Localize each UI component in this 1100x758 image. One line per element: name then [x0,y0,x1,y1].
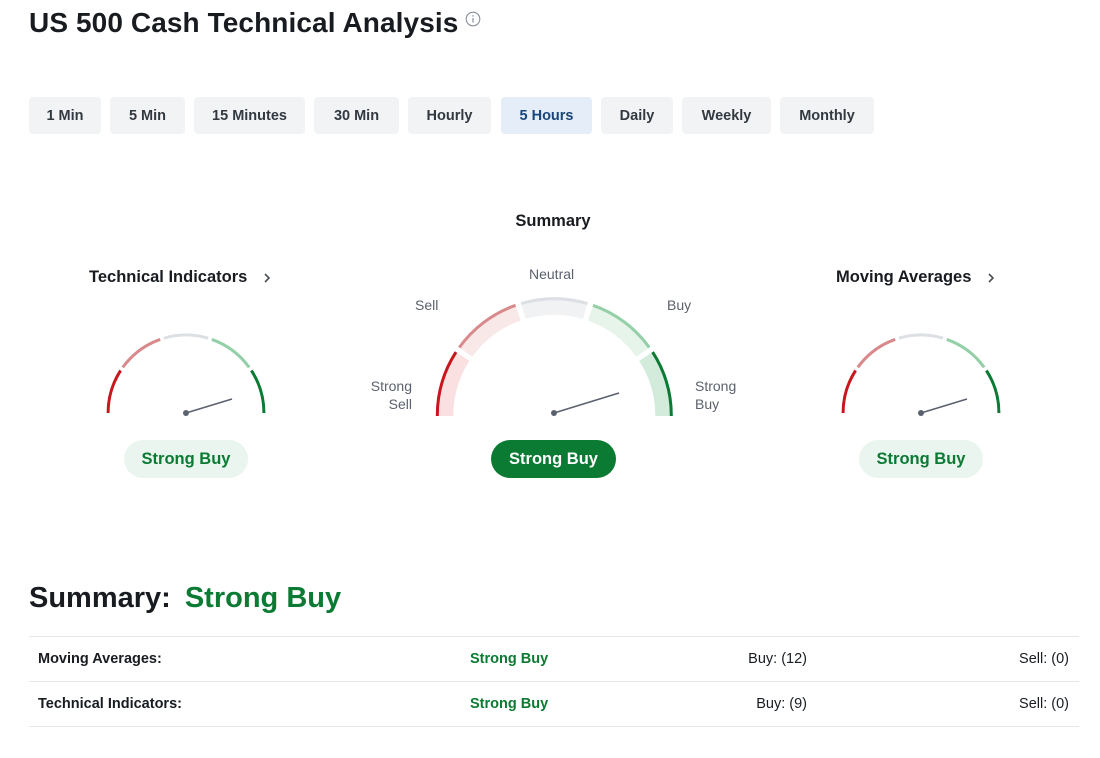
gauge-strong-buy-segment [250,369,266,414]
title-row: US 500 Cash Technical Analysis [29,6,481,40]
row-status: Strong Buy [470,696,549,712]
gauge-label-neutral: Neutral [529,266,575,282]
row-buy-count: Buy: (12) [748,651,807,667]
gauge-needle [185,398,233,414]
tab-5-hours[interactable]: 5 Hours [501,97,592,134]
gauge-needle [553,392,620,414]
gauge-strong-buy-segment [985,369,1001,414]
moving-averages-gauge [841,333,1001,416]
gauge-neutral-band [521,298,588,320]
gauge-strong-sell-segment [841,369,857,414]
technical-indicators-gauge [106,333,266,416]
gauge-neutral-segment [898,333,944,340]
tab-weekly[interactable]: Weekly [682,97,771,134]
gauge-needle [920,398,968,414]
gauge-sell-band [459,305,522,358]
gauge-needle-pivot [551,410,557,416]
gauge-label-buy: Buy [667,297,692,313]
summary-gauge-title: Summary [515,212,591,230]
summary-line: Summary: Strong Buy [29,582,341,615]
gauge-buy-band [587,305,650,358]
technical-indicators-link[interactable]: Technical Indicators [89,268,273,287]
tab-daily[interactable]: Daily [601,97,673,134]
row-sell-count: Sell: (0) [1019,651,1069,667]
gauge-neutral-segment [520,297,588,306]
gauge-strong-buy-segment [651,351,673,417]
tab-monthly[interactable]: Monthly [780,97,874,134]
gauge-strong-buy-band [639,352,672,417]
moving-averages-link[interactable]: Moving Averages [836,268,997,287]
summary-gauge [435,297,673,417]
gauge-strong-sell-band [437,352,470,417]
technical-indicators-result: Strong Buy [124,440,248,478]
info-icon[interactable] [465,11,481,27]
row-buy-count: Buy: (9) [756,696,807,712]
chevron-right-icon [985,271,997,285]
moving-averages-title: Moving Averages [836,268,972,286]
summary-label: Summary: [29,582,171,614]
gauge-label-strong-sell: Strong Sell [370,378,412,412]
table-row: Moving Averages: Strong Buy Buy: (12) Se… [29,637,1079,682]
summary-value: Strong Buy [184,582,342,614]
gauge-label-sell: Sell [415,297,439,313]
tab-30-min[interactable]: 30 Min [314,97,399,134]
tab-15-minutes[interactable]: 15 Minutes [194,97,305,134]
table-row: Technical Indicators: Strong Buy Buy: (9… [29,682,1079,727]
tab-hourly[interactable]: Hourly [408,97,491,134]
gauge-buy-segment [211,337,251,369]
gauge-label-strong-buy: Strong Buy [695,378,737,412]
gauge-strong-sell-segment [435,351,458,417]
tab-5-min[interactable]: 5 Min [110,97,185,134]
gauge-sell-segment [121,337,161,369]
page-title: US 500 Cash Technical Analysis [29,7,459,38]
technical-indicators-title: Technical Indicators [89,268,248,286]
gauge-sell-segment [458,303,517,349]
row-sell-count: Sell: (0) [1019,696,1069,712]
moving-averages-result: Strong Buy [859,440,983,478]
row-name: Moving Averages: [38,651,162,667]
gauge-needle-pivot [918,410,924,416]
row-name: Technical Indicators: [38,696,182,712]
chevron-right-icon [261,271,273,285]
gauge-buy-segment [592,303,651,349]
gauge-strong-sell-segment [106,369,122,414]
summary-table: Moving Averages: Strong Buy Buy: (12) Se… [29,636,1079,727]
tab-1-min[interactable]: 1 Min [29,97,101,134]
timeframe-tabs: 1 Min 5 Min 15 Minutes 30 Min Hourly 5 H… [29,97,874,134]
gauge-needle-pivot [183,410,189,416]
gauge-buy-segment [946,337,986,369]
summary-gauge-result: Strong Buy [491,440,616,478]
gauge-sell-segment [856,337,896,369]
row-status: Strong Buy [470,651,549,667]
gauge-neutral-segment [163,333,209,340]
